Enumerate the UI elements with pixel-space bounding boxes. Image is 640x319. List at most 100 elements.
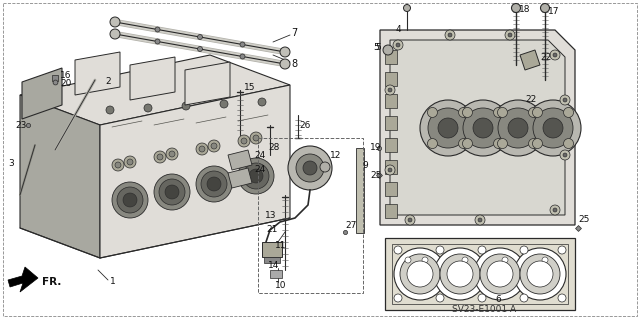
Text: 11: 11 (275, 241, 287, 249)
Polygon shape (100, 85, 290, 258)
Circle shape (240, 42, 245, 47)
Text: 4: 4 (396, 26, 402, 34)
Circle shape (532, 108, 543, 117)
Text: 27: 27 (345, 220, 356, 229)
Circle shape (520, 254, 560, 294)
Polygon shape (20, 95, 100, 258)
Text: 14: 14 (268, 261, 280, 270)
Polygon shape (380, 30, 575, 225)
Circle shape (508, 33, 512, 37)
Circle shape (436, 294, 444, 302)
Text: 17: 17 (548, 8, 559, 17)
Text: 22: 22 (525, 95, 536, 105)
Circle shape (238, 158, 274, 194)
Polygon shape (385, 238, 575, 310)
Circle shape (497, 138, 508, 149)
Circle shape (207, 177, 221, 191)
Circle shape (532, 138, 543, 149)
Circle shape (497, 108, 508, 117)
Bar (385, 72, 397, 86)
Text: 28: 28 (268, 144, 280, 152)
Bar (385, 116, 397, 130)
Polygon shape (228, 150, 252, 170)
Circle shape (182, 102, 190, 110)
Circle shape (428, 138, 438, 149)
Text: 25: 25 (578, 216, 589, 225)
Circle shape (563, 98, 567, 102)
Circle shape (320, 162, 330, 172)
Bar (270, 270, 282, 278)
Circle shape (438, 118, 458, 138)
Circle shape (253, 135, 259, 141)
Circle shape (463, 138, 472, 149)
Circle shape (280, 47, 290, 57)
Circle shape (505, 30, 515, 40)
Circle shape (493, 108, 504, 117)
Polygon shape (390, 40, 565, 215)
Polygon shape (185, 62, 230, 105)
Text: 1: 1 (110, 278, 116, 286)
Bar (385, 138, 397, 152)
Text: 5: 5 (373, 43, 379, 53)
Circle shape (487, 261, 513, 287)
Circle shape (154, 151, 166, 163)
Circle shape (560, 95, 570, 105)
Circle shape (394, 246, 402, 254)
Circle shape (394, 248, 446, 300)
Polygon shape (22, 68, 62, 119)
Circle shape (110, 17, 120, 27)
Circle shape (543, 118, 563, 138)
Text: 16: 16 (60, 71, 72, 80)
Circle shape (407, 261, 433, 287)
Bar (356, 148, 364, 233)
Circle shape (434, 248, 486, 300)
Circle shape (560, 150, 570, 160)
Text: 15: 15 (244, 84, 255, 93)
Text: 9: 9 (362, 160, 368, 169)
Circle shape (436, 246, 444, 254)
Text: 25: 25 (370, 170, 381, 180)
Circle shape (564, 108, 573, 117)
Circle shape (241, 138, 247, 144)
Circle shape (124, 156, 136, 168)
Circle shape (520, 246, 528, 254)
Circle shape (249, 169, 263, 183)
Circle shape (303, 161, 317, 175)
Circle shape (211, 143, 217, 149)
Circle shape (400, 254, 440, 294)
Circle shape (525, 100, 581, 156)
Circle shape (154, 174, 190, 210)
Polygon shape (20, 55, 290, 125)
Circle shape (220, 100, 228, 108)
Circle shape (480, 254, 520, 294)
Circle shape (240, 54, 245, 59)
Circle shape (250, 132, 262, 144)
Bar (385, 182, 397, 196)
Circle shape (258, 98, 266, 106)
Circle shape (388, 88, 392, 92)
Circle shape (458, 138, 468, 149)
Circle shape (396, 43, 400, 47)
Circle shape (508, 118, 528, 138)
Polygon shape (228, 168, 252, 188)
Circle shape (564, 138, 573, 149)
Circle shape (201, 171, 227, 197)
Circle shape (558, 246, 566, 254)
Circle shape (445, 30, 455, 40)
Circle shape (408, 218, 412, 222)
Circle shape (155, 39, 160, 44)
Bar (385, 50, 397, 64)
Polygon shape (520, 50, 540, 70)
Text: 6: 6 (495, 295, 500, 305)
Text: SV23-E1001 A: SV23-E1001 A (452, 305, 516, 314)
Circle shape (165, 185, 179, 199)
Text: 10: 10 (275, 280, 287, 290)
Text: 3: 3 (8, 159, 13, 167)
Polygon shape (130, 57, 175, 100)
Circle shape (159, 179, 185, 205)
Circle shape (550, 50, 560, 60)
Circle shape (502, 257, 508, 263)
Circle shape (493, 138, 504, 149)
Circle shape (490, 100, 546, 156)
Circle shape (385, 165, 395, 175)
